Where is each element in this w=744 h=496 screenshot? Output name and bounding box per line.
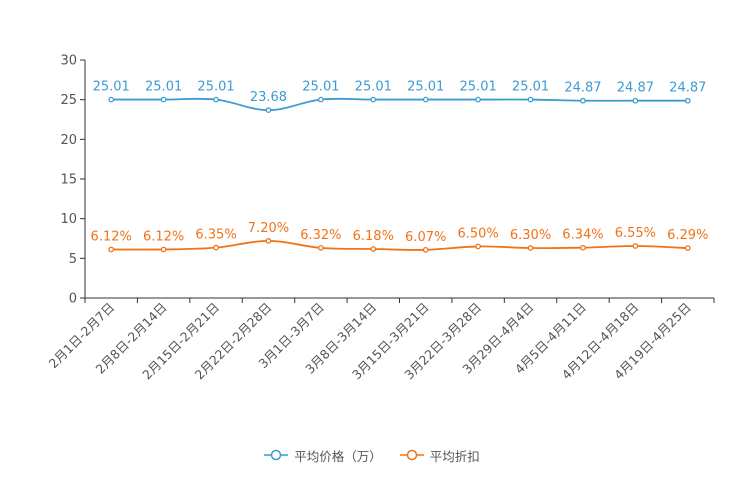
legend-marker-price-icon [264, 449, 289, 461]
data-point [422, 96, 429, 103]
data-point [108, 96, 115, 103]
data-point [684, 97, 691, 104]
data-point [370, 96, 377, 103]
chart-axes: 0510152025302月1日-2月7日2月8日-2月14日2月15日-2月2… [46, 54, 715, 382]
chart-series: 25.01 25.01 25.01 23.68 25.01 25.01 25.01 25.01… [91, 80, 708, 253]
data-point [213, 96, 219, 103]
data-point [475, 96, 481, 103]
data-point [580, 244, 586, 251]
data-point [580, 97, 586, 104]
series-line [111, 97, 688, 112]
data-point [108, 246, 115, 253]
y-tick-label: 20 [60, 133, 77, 148]
data-label: 25.01 [93, 80, 130, 95]
series-discount: 6.12% 6.12% 6.35% 7.20% 6.32% 6.18% 6.07% 6.50%… [91, 221, 708, 253]
y-tick-label: 30 [60, 54, 77, 69]
y-tick-label: 5 [69, 252, 77, 267]
data-label: 25.01 [460, 80, 497, 95]
data-point [318, 96, 324, 103]
data-label: 24.87 [564, 81, 601, 96]
data-label: 24.87 [617, 81, 654, 96]
series-line [111, 239, 688, 251]
data-point [160, 246, 167, 253]
data-label: 23.68 [250, 90, 287, 105]
data-point [632, 243, 639, 249]
data-label: 6.30% [510, 228, 551, 243]
data-point [160, 96, 167, 103]
data-label: 6.35% [195, 228, 236, 243]
series-price: 25.01 25.01 25.01 23.68 25.01 25.01 25.01 25.01… [93, 80, 706, 113]
data-point [632, 97, 639, 104]
data-point [684, 245, 691, 251]
data-point [370, 246, 377, 252]
data-point [422, 246, 429, 253]
data-label: 25.01 [512, 80, 549, 95]
legend-label-price: 平均价格（万） [294, 448, 382, 464]
legend-label-discount: 平均折扣 [429, 448, 480, 464]
y-tick-label: 0 [69, 292, 77, 307]
data-label: 6.34% [562, 228, 603, 243]
legend-item-price[interactable]: 平均价格（万） [264, 446, 382, 465]
data-label: 6.18% [353, 229, 394, 244]
data-label: 6.12% [143, 229, 184, 244]
data-point [527, 245, 534, 251]
legend-item-discount[interactable]: 平均折扣 [399, 446, 480, 465]
data-label: 25.01 [407, 80, 444, 95]
y-tick-label: 25 [60, 93, 77, 108]
data-label: 6.50% [457, 226, 498, 241]
data-point [318, 245, 324, 251]
data-point [265, 238, 272, 244]
data-label: 7.20% [248, 221, 289, 236]
legend-marker-discount-icon [399, 449, 424, 461]
legend: 平均价格（万） 平均折扣 [0, 444, 744, 466]
data-label: 6.29% [667, 228, 708, 243]
data-label: 6.07% [405, 230, 446, 245]
data-point [527, 96, 534, 103]
data-label: 25.01 [355, 80, 392, 95]
y-tick-label: 15 [60, 173, 77, 188]
data-label: 6.55% [615, 226, 656, 241]
data-label: 6.12% [91, 229, 132, 244]
data-point [213, 244, 219, 251]
data-point [265, 107, 272, 113]
data-label: 25.01 [145, 80, 182, 95]
data-label: 25.01 [197, 80, 234, 95]
y-tick-label: 10 [60, 212, 77, 227]
line-chart: 0510152025302月1日-2月7日2月8日-2月14日2月15日-2月2… [46, 54, 715, 382]
data-label: 25.01 [302, 80, 339, 95]
data-label: 24.87 [669, 81, 706, 96]
data-label: 6.32% [300, 228, 341, 243]
data-point [475, 243, 481, 250]
